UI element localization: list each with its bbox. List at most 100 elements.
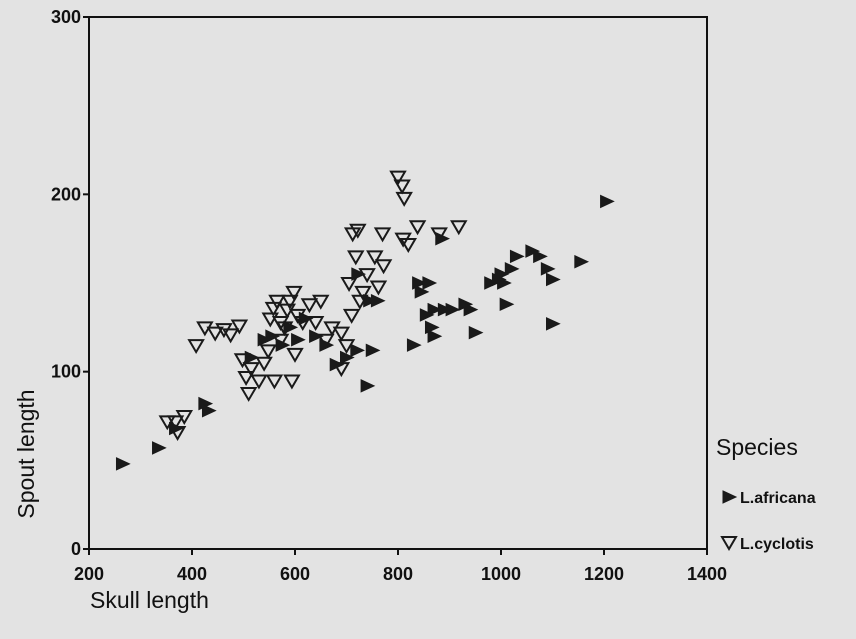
data-point: [237, 370, 255, 386]
data-point: [414, 285, 430, 299]
data-point: [366, 250, 384, 266]
data-point: [349, 223, 367, 239]
series-1: [158, 170, 468, 441]
x-axis-title: Skull length: [90, 587, 209, 613]
data-point: [373, 227, 392, 243]
data-point: [351, 294, 369, 310]
data-point: [343, 227, 362, 243]
data-point: [445, 302, 461, 317]
x-tick-label: 600: [280, 564, 310, 584]
y-axis-title: Spout length: [13, 389, 39, 518]
data-point: [206, 326, 224, 342]
data-point: [259, 344, 277, 360]
data-point: [230, 319, 249, 335]
data-point: [533, 249, 548, 264]
data-point: [406, 338, 422, 352]
legend: Species L.africana L.cyclotis: [716, 434, 816, 553]
data-point: [430, 227, 448, 243]
data-point: [347, 250, 365, 266]
data-point: [499, 297, 515, 312]
data-point: [484, 276, 499, 290]
data-point: [312, 294, 330, 310]
data-point: [525, 244, 541, 258]
data-point: [337, 339, 356, 355]
data-point: [115, 457, 131, 471]
data-point: [427, 329, 443, 343]
data-point: [286, 347, 304, 363]
data-point: [463, 302, 479, 317]
data-points: [115, 170, 615, 471]
data-point: [540, 262, 556, 276]
data-point: [332, 362, 351, 378]
data-point: [340, 350, 355, 365]
data-point: [369, 280, 388, 296]
data-point: [168, 425, 187, 441]
data-point: [250, 374, 268, 390]
data-point: [424, 320, 440, 335]
data-point: [285, 285, 303, 301]
data-point: [275, 321, 294, 337]
data-point: [399, 237, 418, 253]
y-tick-label: 100: [51, 362, 81, 382]
data-point: [340, 277, 358, 292]
series-0: [115, 194, 615, 471]
data-point: [370, 293, 386, 308]
data-point: [283, 374, 301, 390]
data-point: [374, 259, 393, 275]
data-point: [497, 276, 512, 290]
data-point: [271, 333, 290, 349]
data-point: [360, 379, 376, 393]
data-point: [350, 343, 365, 358]
data-point: [268, 294, 286, 310]
legend-label-cyclotis: L.cyclotis: [740, 536, 814, 553]
data-point: [255, 356, 273, 372]
data-point: [239, 386, 258, 402]
data-point: [152, 441, 167, 455]
data-point: [166, 415, 185, 431]
data-point: [504, 262, 520, 276]
data-point: [288, 308, 307, 324]
data-point: [546, 272, 561, 287]
legend-title: Species: [716, 434, 798, 460]
data-point: [261, 312, 280, 328]
data-point: [300, 298, 319, 314]
data-point: [419, 308, 435, 322]
x-tick-label: 1200: [584, 564, 624, 584]
plot-frame: [88, 16, 708, 550]
data-point: [281, 294, 299, 310]
data-point: [175, 410, 194, 425]
legend-symbol: [720, 536, 738, 551]
data-point: [574, 254, 590, 269]
data-point: [309, 329, 324, 343]
x-tick-label: 1400: [687, 564, 727, 584]
data-point: [233, 353, 252, 369]
data-point: [242, 362, 260, 378]
data-point: [422, 276, 438, 290]
legend-marker-africana: [722, 490, 738, 504]
data-point: [427, 302, 443, 317]
x-axis: 200 400 600 800 1000 1200 1400: [74, 549, 727, 584]
data-point: [468, 325, 484, 340]
data-point: [291, 332, 306, 347]
y-tick-label: 200: [51, 184, 81, 204]
y-axis: 0 100 200 300: [51, 7, 89, 559]
data-point: [393, 179, 411, 195]
data-point: [546, 317, 561, 331]
data-point: [201, 403, 217, 418]
data-point: [265, 329, 281, 343]
data-point: [450, 220, 468, 236]
legend-marker-cyclotis: [720, 536, 738, 551]
data-point: [342, 308, 361, 324]
y-tick-label: 300: [51, 7, 81, 27]
data-point: [600, 194, 615, 209]
data-point: [306, 316, 325, 331]
data-point: [187, 339, 205, 355]
x-tick-label: 800: [383, 564, 413, 584]
data-point: [293, 316, 312, 331]
x-tick-label: 1000: [481, 564, 521, 584]
data-point: [365, 343, 381, 358]
data-point: [494, 267, 510, 281]
data-point: [395, 191, 413, 207]
data-point: [437, 302, 453, 317]
